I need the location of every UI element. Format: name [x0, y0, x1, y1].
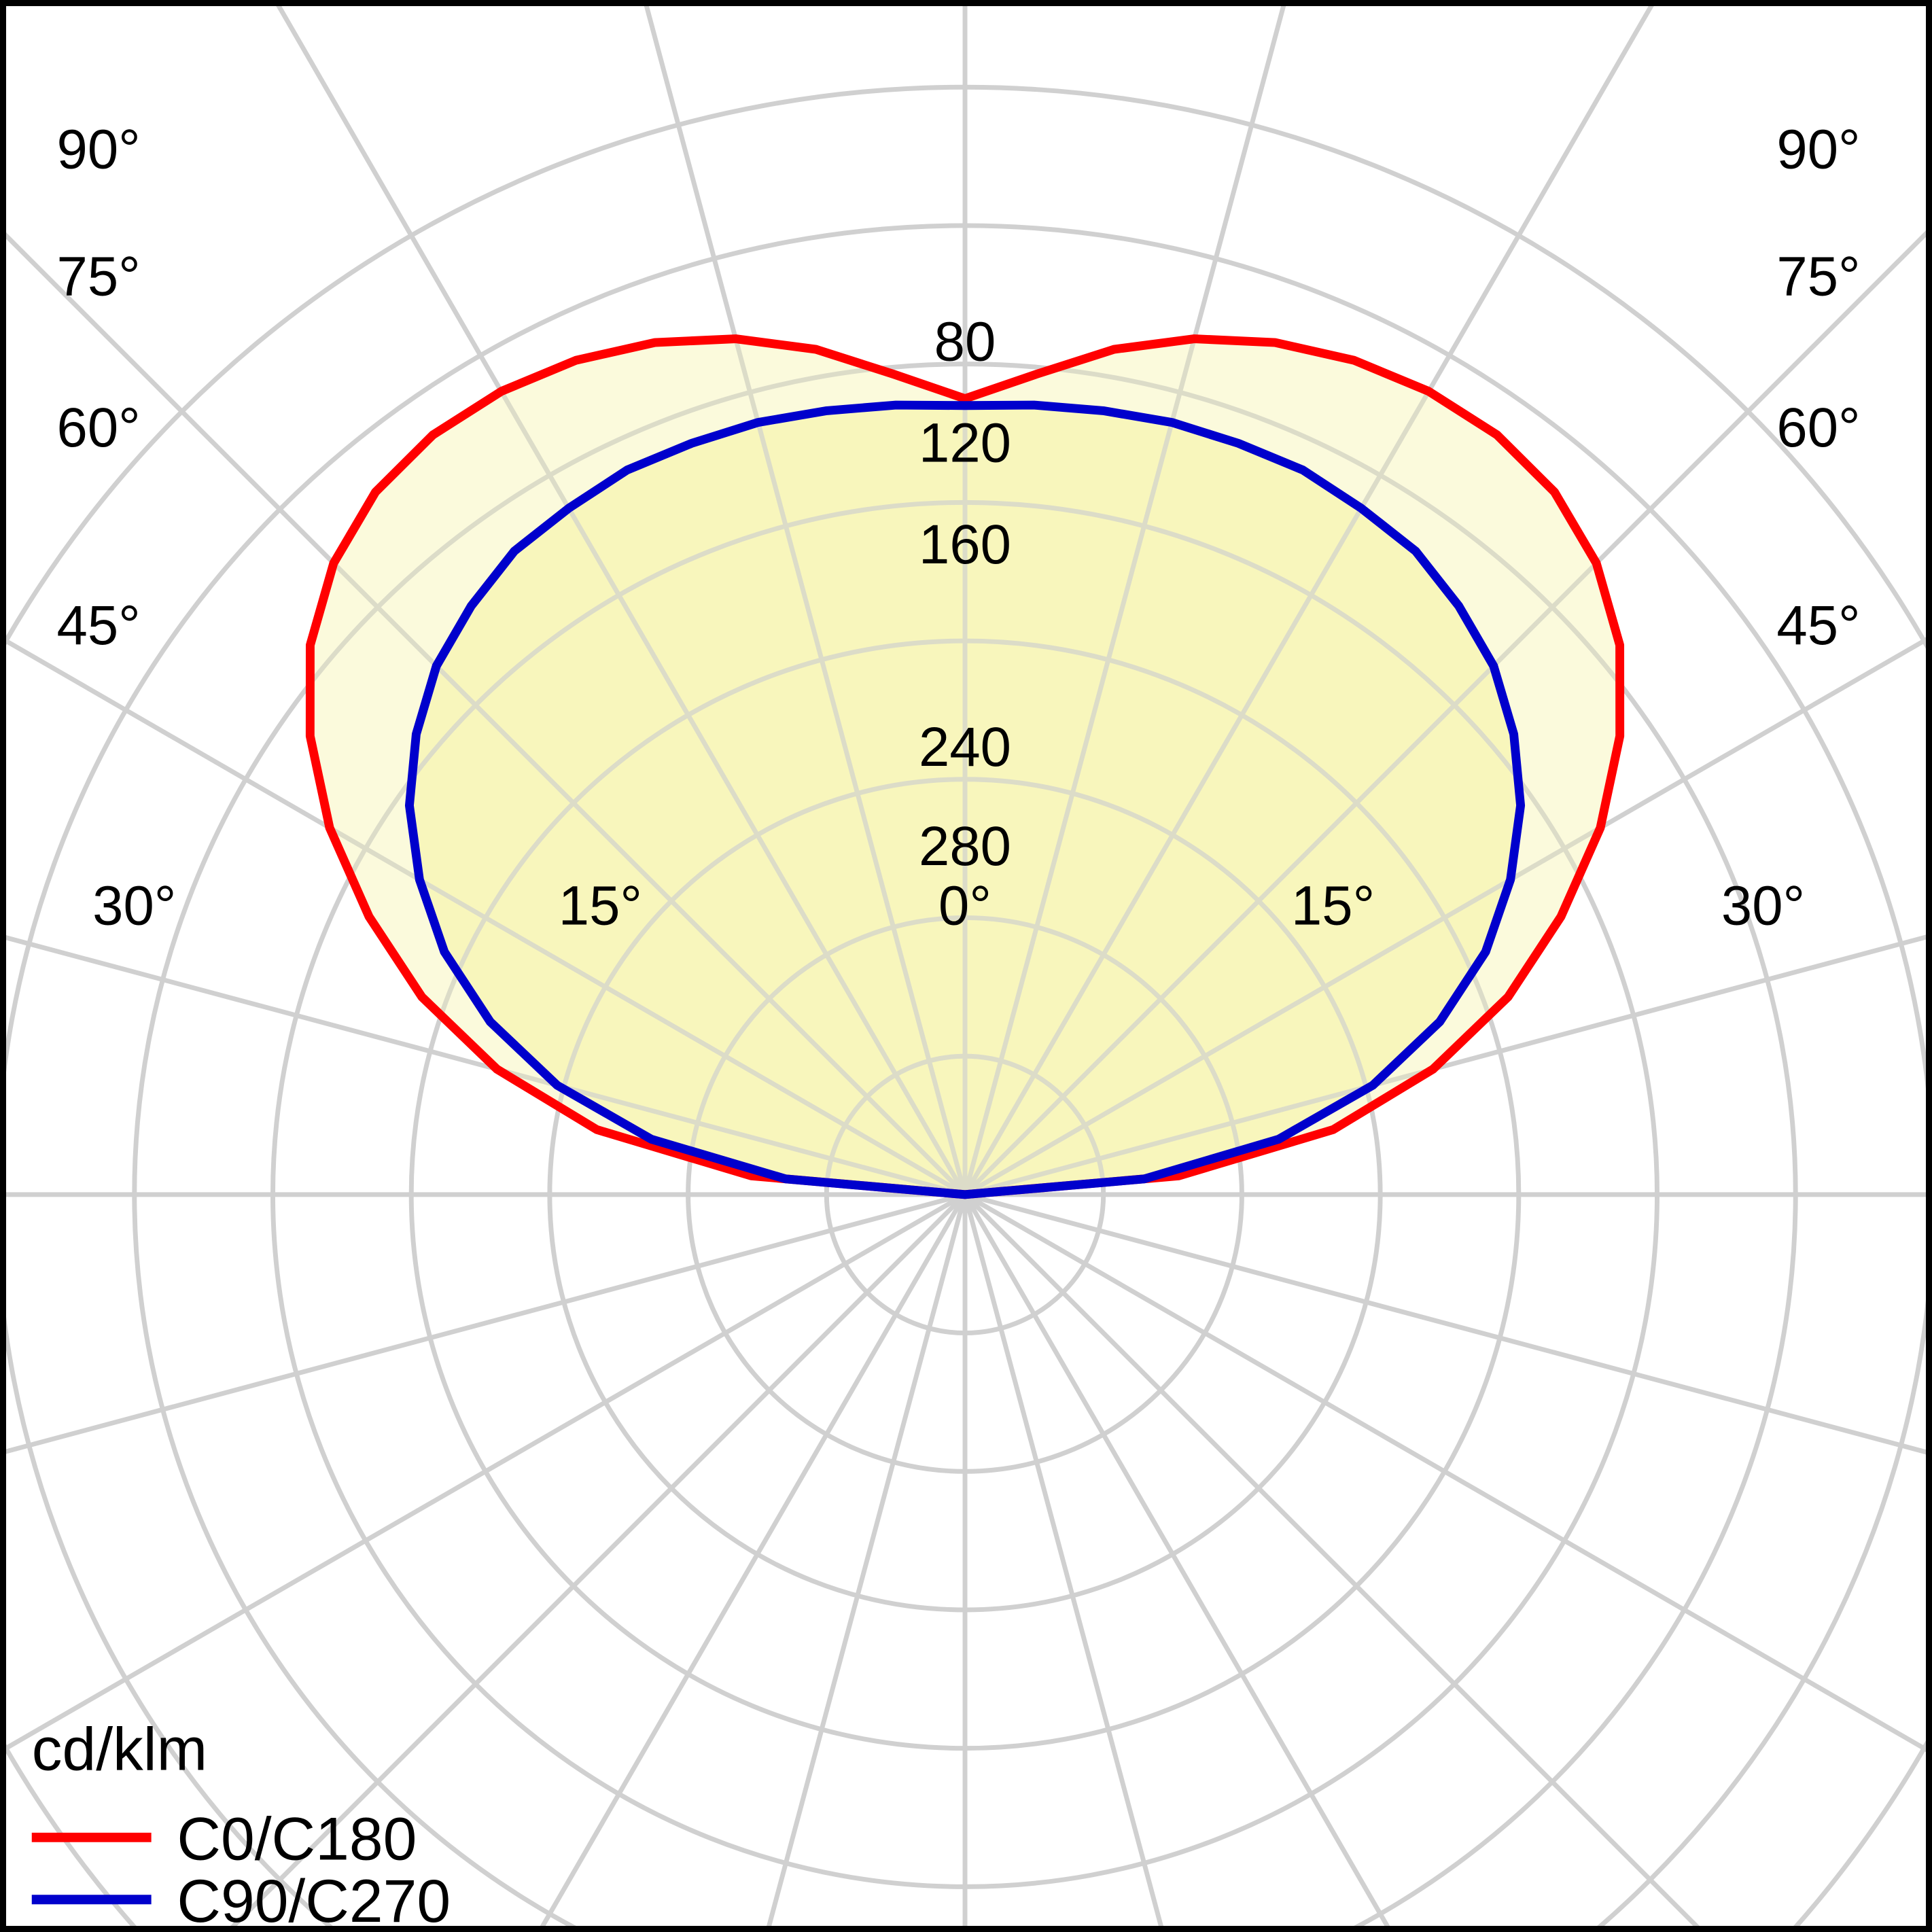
- curve-c90-c270: [404, 400, 1526, 1199]
- angle-label-left-75: 75°: [57, 245, 141, 307]
- curve-c0-c180: [305, 334, 1625, 1199]
- angle-label-left-90: 90°: [57, 118, 141, 180]
- grid-spoke-165: [962, 1193, 1163, 1926]
- radial-label-280: 280: [919, 815, 1011, 877]
- radial-label-160: 160: [919, 514, 1011, 576]
- angle-label-right-90: 90°: [1776, 118, 1860, 180]
- grid-spoke-210: [540, 1193, 968, 1926]
- legend-label-1: C90/C270: [177, 1867, 451, 1926]
- angle-label-right-30: 30°: [1721, 875, 1805, 936]
- legend-label-0: C0/C180: [177, 1805, 417, 1873]
- grid-spoke-over-30: [962, 338, 1620, 1195]
- angle-axis-labels: 90° 75° 60° 45° 30° 90° 75° 60° 45° 30° 15° 0° 15°: [57, 118, 1861, 936]
- angle-label-bottom-2: 15°: [1291, 875, 1375, 936]
- angle-label-right-60: 60°: [1776, 397, 1860, 459]
- angle-label-left-60: 60°: [57, 397, 141, 459]
- grid-spoke-195: [767, 1193, 968, 1926]
- grid-spoke-over--30: [310, 338, 968, 1195]
- distribution-curves: [305, 334, 1625, 1199]
- grid-spoke-105: [964, 1192, 1926, 1455]
- grid-spoke-over--75: [310, 776, 966, 1195]
- grid-spoke-135: [963, 1193, 1700, 1926]
- angle-label-right-75: 75°: [1776, 245, 1860, 307]
- angle-label-bottom-0: 15°: [559, 875, 642, 936]
- grid-spoke-over-60: [964, 389, 1620, 1195]
- radial-label-120: 120: [919, 412, 1011, 474]
- angle-label-left-45: 45°: [57, 595, 141, 656]
- angle-label-right-45: 45°: [1776, 595, 1860, 656]
- grid-spoke-150: [962, 1193, 1390, 1926]
- grid-spoke-over-75: [964, 776, 1620, 1195]
- grid-spoke-255: [6, 1192, 966, 1454]
- grid-spoke-over-45: [963, 338, 1620, 1195]
- legend-unit-label: cd/klm: [32, 1715, 207, 1782]
- grid-spoke-120: [964, 1192, 1926, 1753]
- angle-label-left-30: 30°: [92, 875, 176, 936]
- grid-spoke-240: [6, 1192, 966, 1751]
- polar-chart-svg: 80 120 160 240 280 90° 75° 60° 45° 30° 90° 75° 60° 4…: [6, 6, 1926, 1926]
- grid-spoke-225: [230, 1193, 967, 1926]
- grid-spoke-over--60: [310, 389, 966, 1195]
- radial-label-240: 240: [919, 716, 1011, 778]
- radial-label-80: 80: [934, 311, 996, 373]
- radial-axis-labels: 80 120 160 240 280: [919, 311, 1011, 877]
- angle-label-bottom-1: 0°: [938, 875, 991, 936]
- grid-spoke-over--45: [310, 338, 967, 1195]
